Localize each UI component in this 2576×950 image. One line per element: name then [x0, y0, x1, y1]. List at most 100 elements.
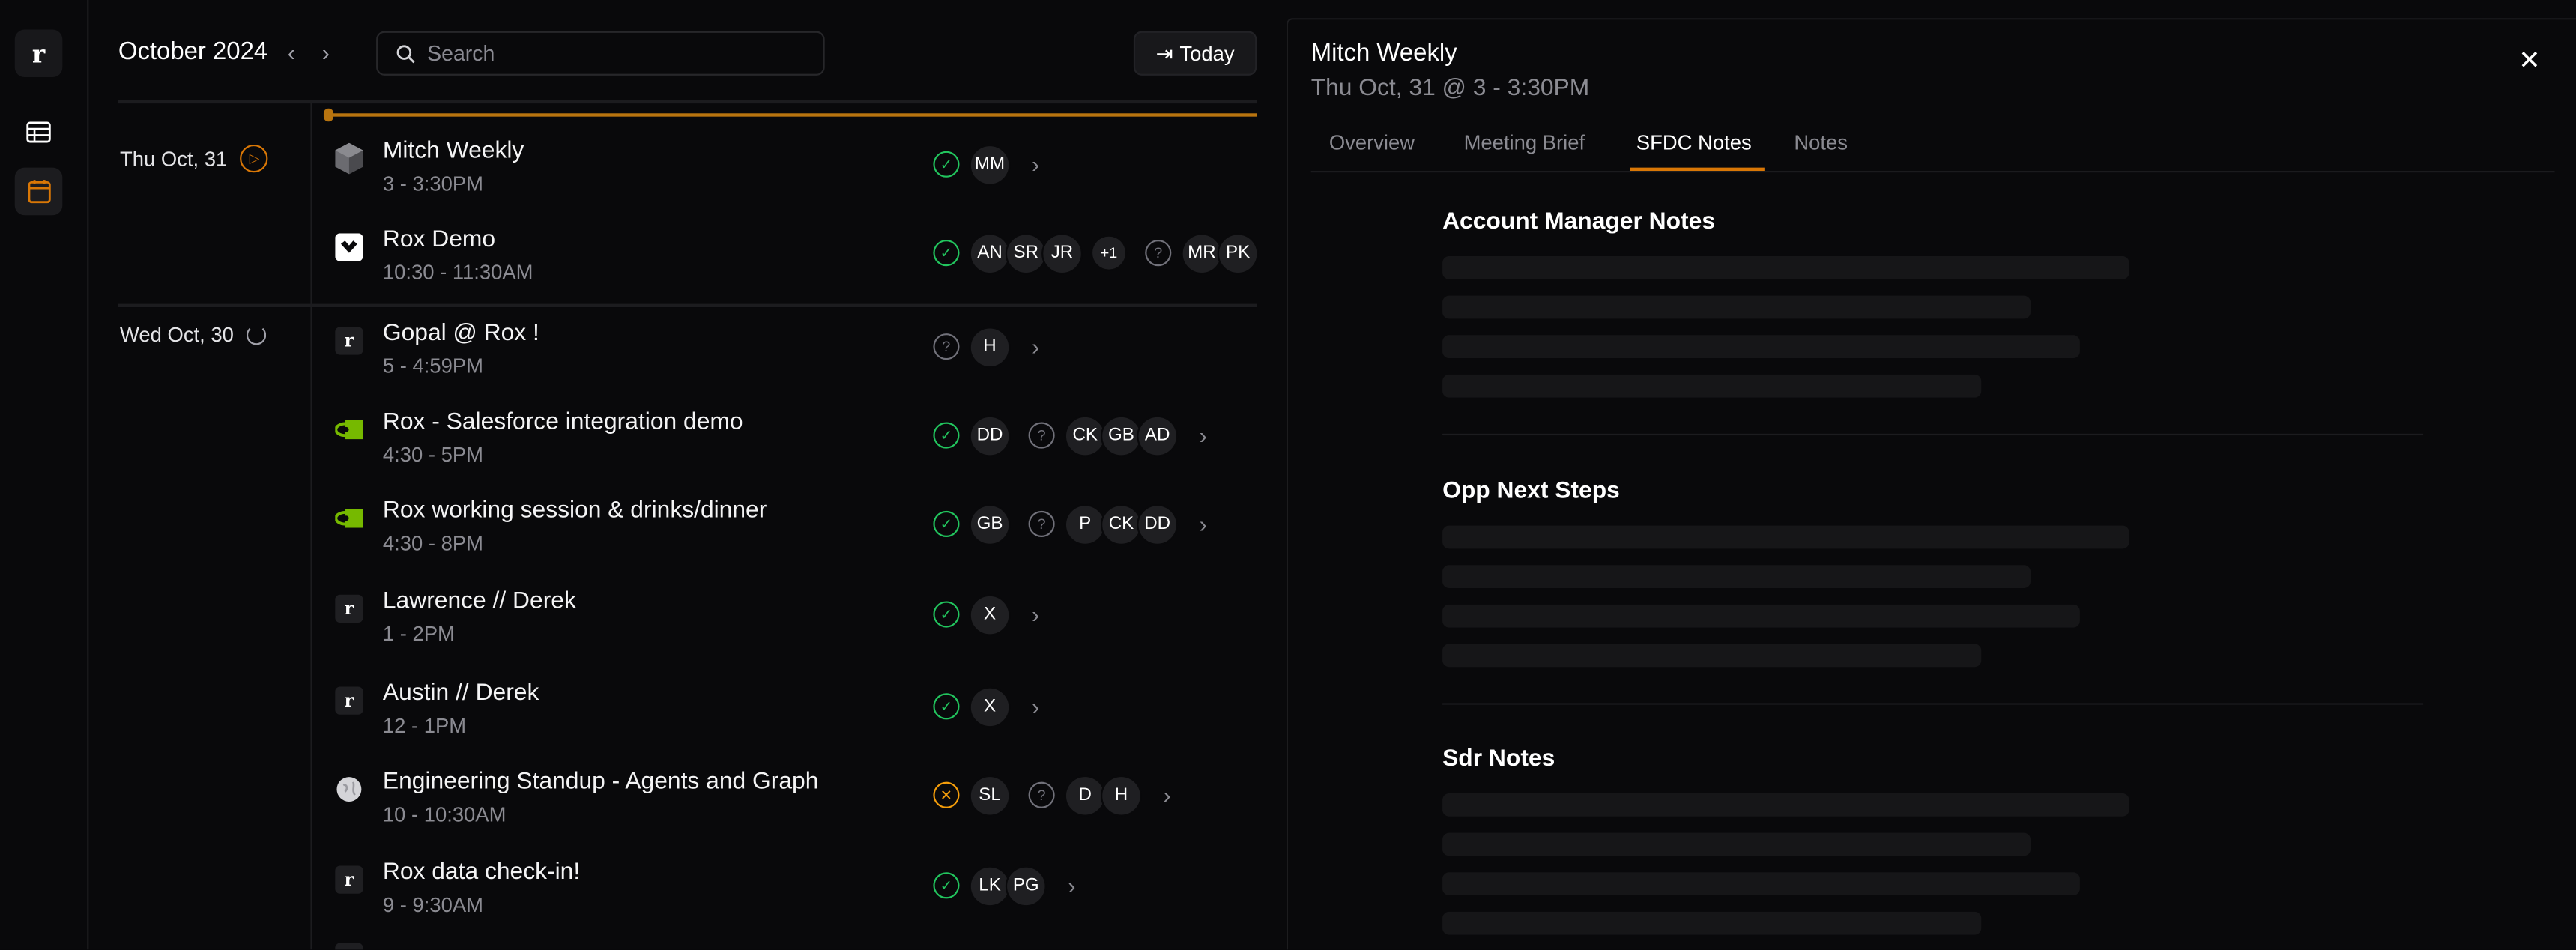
calendar-view-button[interactable] [14, 167, 63, 216]
chevron-right-icon[interactable]: › [1068, 872, 1076, 899]
avatar[interactable]: AD [1137, 414, 1179, 456]
attendee-group: ? D H [1028, 774, 1142, 816]
globe-icon [335, 775, 363, 803]
event-row[interactable]: r Gopal @ Rox ! 5 - 4:59PM? H › [329, 321, 1266, 393]
today-button[interactable]: ⇥ Today [1133, 31, 1257, 76]
avatar[interactable]: MR [1181, 232, 1223, 274]
more-attendees-badge[interactable]: +1 [1090, 235, 1128, 271]
avatar[interactable]: DD [1137, 503, 1179, 545]
chevron-right-icon[interactable]: › [1031, 333, 1040, 360]
event-title: Lawrence // Derek [382, 587, 576, 615]
skeleton-line [1442, 872, 2080, 895]
section-divider [1442, 433, 2424, 436]
unknown-question-icon: ? [1145, 240, 1172, 267]
avatar[interactable]: X [969, 593, 1011, 635]
avatar[interactable]: JR [1041, 232, 1083, 274]
event-time: 4:30 - 8PM [382, 532, 483, 556]
active-tab-indicator [1630, 167, 1765, 172]
tab-overview[interactable]: Overview [1328, 131, 1415, 155]
avatar[interactable]: AN [969, 232, 1011, 274]
event-row[interactable]: Rox Demo 10:30 - 11:30AM ✓ AN SR JR +1? MR PK [329, 227, 1266, 299]
event-row[interactable]: Rox working session & drinks/dinner 4:30 … [329, 497, 1266, 569]
day-label: Wed Oct, 30 [120, 324, 267, 347]
attendees: ✓ MM › [933, 143, 1040, 185]
loading-circle-icon [247, 325, 267, 345]
tab-sfdc-notes[interactable]: SFDC Notes [1636, 131, 1752, 155]
event-row[interactable]: r Lawrence // Derek 1 - 2PM ✓ X › [329, 588, 1266, 660]
app-logo[interactable]: r [14, 29, 63, 78]
event-time: 5 - 4:59PM [382, 354, 483, 378]
event-title: Rox Demo [382, 226, 496, 253]
nvidia-logo-icon [335, 416, 363, 444]
prev-month-chevron-icon[interactable]: ‹ [287, 39, 295, 66]
event-row[interactable]: Mitch Weekly 3 - 3:30PM ✓ MM › [329, 138, 1266, 210]
chevron-right-icon[interactable]: › [1031, 151, 1040, 178]
avatar[interactable]: H [969, 326, 1011, 368]
event-title: Mitch Weekly [382, 138, 524, 165]
skeleton-line [1442, 644, 1982, 668]
event-time: 10 - 10:30AM [382, 803, 507, 826]
table-view-button[interactable] [15, 109, 63, 157]
attendees: ✓ GB? P CK DD › [933, 503, 1207, 545]
tab-notes[interactable]: Notes [1794, 131, 1848, 155]
event-row[interactable]: Rox - Salesforce integration demo 4:30 - … [329, 409, 1266, 481]
skeleton-line [1442, 525, 2129, 549]
unknown-question-icon: ? [1028, 510, 1055, 537]
avatar[interactable]: SR [1005, 232, 1047, 274]
accepted-check-icon: ✓ [933, 872, 960, 899]
search-input[interactable]: Search [376, 31, 825, 76]
section-divider [1442, 703, 2424, 705]
event-row[interactable]: Engineering Standup - Agents and Graph 10… [329, 769, 1266, 841]
avatar[interactable]: X [969, 686, 1011, 727]
tabs-divider [1310, 171, 2555, 173]
avatar[interactable]: SL [969, 774, 1011, 816]
meeting-detail-panel [1286, 18, 2576, 950]
accepted-check-icon: ✓ [933, 422, 960, 449]
table-icon [26, 121, 51, 143]
attendee-group: ? H [933, 326, 1011, 368]
chevron-right-icon[interactable]: › [1163, 781, 1171, 808]
skeleton-line [1442, 295, 2031, 319]
avatar[interactable]: P [1064, 503, 1106, 545]
header-divider [118, 100, 1257, 104]
attendee-group: ✓ GB [933, 503, 1011, 545]
avatar[interactable]: LK [969, 865, 1011, 907]
event-title: Rox - Salesforce integration demo [382, 408, 743, 436]
close-icon[interactable]: ✕ [2518, 47, 2541, 76]
avatar[interactable]: GB [1101, 414, 1142, 456]
avatar[interactable]: MM [969, 143, 1011, 185]
accepted-check-icon: ✓ [933, 510, 960, 537]
chevron-right-icon[interactable]: › [1199, 422, 1207, 449]
avatar[interactable]: PG [1005, 865, 1047, 907]
day-label-text: Wed Oct, 30 [120, 323, 234, 347]
attendee-group: ✕ SL [933, 774, 1011, 816]
tab-meeting-brief[interactable]: Meeting Brief [1463, 131, 1585, 155]
attendee-group: ✓ AN SR JR +1 [933, 232, 1128, 274]
section-heading: Opp Next Steps [1442, 478, 1620, 505]
avatar[interactable]: GB [969, 503, 1011, 545]
avatar[interactable]: CK [1064, 414, 1106, 456]
attendee-group: ? P CK DD [1028, 503, 1179, 545]
event-title: Gopal @ Rox ! [382, 320, 539, 347]
event-title: Austin // Derek [382, 680, 539, 707]
skeleton-line [1442, 832, 2031, 856]
unknown-question-icon: ? [933, 333, 960, 360]
attendees: ✓ DD? CK GB AD › [933, 414, 1207, 456]
check-logo-icon [335, 233, 363, 261]
skeleton-line [1442, 793, 2129, 817]
avatar[interactable]: PK [1217, 232, 1259, 274]
event-row[interactable]: r Rox data check-in! 9 - 9:30AM ✓ LK PG › [329, 859, 1266, 931]
avatar[interactable]: CK [1101, 503, 1142, 545]
event-title: Rox working session & drinks/dinner [382, 497, 767, 524]
chevron-right-icon[interactable]: › [1031, 693, 1040, 720]
avatar[interactable]: DD [969, 414, 1011, 456]
next-month-chevron-icon[interactable]: › [321, 39, 330, 66]
avatar[interactable]: D [1064, 774, 1106, 816]
rox-logo-icon: r [335, 865, 363, 894]
event-title: Rox data check-in! [382, 859, 581, 886]
avatar[interactable]: H [1101, 774, 1142, 816]
chevron-right-icon[interactable]: › [1031, 601, 1040, 628]
chevron-right-icon[interactable]: › [1199, 510, 1207, 537]
event-row[interactable]: r Austin // Derek 12 - 1PM ✓ X › [329, 680, 1266, 752]
day-label: Thu Oct, 31 ▷ [120, 144, 269, 173]
